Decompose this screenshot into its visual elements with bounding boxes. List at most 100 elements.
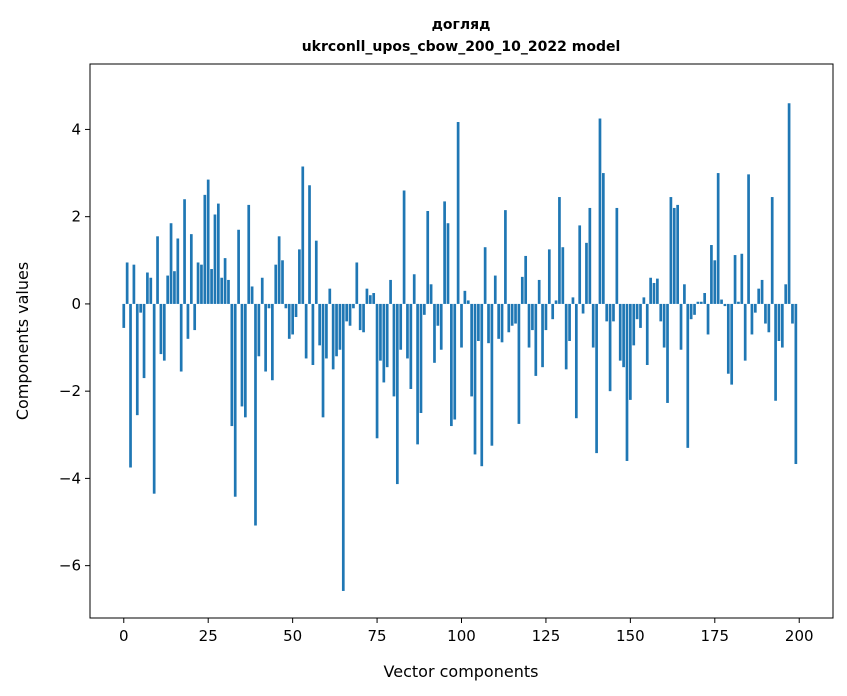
bar bbox=[740, 253, 744, 304]
plot-frame bbox=[89, 63, 834, 619]
bar bbox=[696, 301, 700, 304]
bar bbox=[480, 303, 484, 467]
bar bbox=[314, 240, 318, 304]
bar bbox=[730, 303, 734, 385]
bar bbox=[500, 303, 504, 343]
bar bbox=[601, 173, 605, 304]
bar bbox=[470, 303, 473, 397]
bar bbox=[544, 303, 548, 331]
y-tick-label: 4 bbox=[71, 120, 81, 138]
bar bbox=[341, 303, 345, 591]
bar bbox=[271, 303, 274, 381]
x-axis-ticks: 0 25 50 75 100 125 150 175 200 bbox=[119, 618, 814, 645]
bar bbox=[524, 255, 528, 304]
bar bbox=[362, 303, 365, 333]
bar bbox=[321, 303, 325, 418]
bar bbox=[162, 303, 166, 361]
bar bbox=[726, 303, 730, 374]
bar bbox=[537, 279, 541, 304]
bar bbox=[699, 301, 703, 304]
x-tick-label: 125 bbox=[532, 627, 561, 645]
bar bbox=[504, 210, 507, 304]
bar bbox=[683, 284, 686, 304]
bar bbox=[129, 303, 132, 468]
bar bbox=[392, 303, 396, 397]
bar bbox=[257, 303, 261, 357]
bar bbox=[514, 303, 517, 324]
bar bbox=[166, 275, 170, 304]
bar bbox=[277, 236, 281, 304]
bar bbox=[382, 303, 386, 383]
bar bbox=[615, 207, 619, 304]
bar bbox=[710, 245, 713, 304]
bar bbox=[669, 197, 673, 304]
bar bbox=[294, 303, 298, 318]
bar bbox=[146, 272, 149, 304]
x-tick-label: 200 bbox=[785, 627, 814, 645]
bar bbox=[625, 303, 629, 461]
bar bbox=[656, 278, 659, 304]
bar bbox=[274, 264, 278, 304]
bar bbox=[561, 247, 565, 304]
bar bbox=[125, 262, 129, 304]
bar bbox=[581, 303, 585, 314]
bar bbox=[149, 277, 153, 304]
bar bbox=[230, 303, 234, 427]
bar bbox=[318, 303, 321, 346]
bar bbox=[372, 293, 376, 304]
x-axis-title: Vector components bbox=[384, 662, 539, 681]
bar bbox=[260, 277, 264, 304]
bar bbox=[629, 303, 632, 400]
bar bbox=[186, 303, 190, 339]
bar bbox=[409, 303, 413, 389]
bar bbox=[227, 279, 230, 304]
bar bbox=[254, 303, 257, 526]
bar bbox=[399, 303, 403, 350]
bar bbox=[618, 303, 622, 361]
bar bbox=[358, 303, 362, 331]
y-tick-label: 0 bbox=[71, 295, 81, 313]
bar bbox=[720, 299, 723, 304]
bar bbox=[368, 295, 372, 304]
bar bbox=[240, 303, 244, 407]
bar bbox=[558, 197, 561, 304]
bar bbox=[244, 303, 247, 418]
bar bbox=[784, 284, 788, 304]
bar bbox=[331, 303, 335, 370]
bar bbox=[477, 303, 480, 341]
bar bbox=[787, 103, 791, 304]
bar bbox=[686, 303, 690, 448]
bar bbox=[723, 303, 727, 307]
bar bbox=[591, 303, 595, 348]
bar bbox=[433, 303, 436, 363]
bar bbox=[142, 303, 146, 379]
bar bbox=[122, 303, 126, 328]
bar bbox=[612, 303, 615, 322]
bar bbox=[737, 301, 740, 304]
bar bbox=[585, 242, 588, 304]
bar bbox=[635, 303, 639, 320]
bar bbox=[652, 282, 656, 304]
bar bbox=[777, 303, 781, 341]
bar bbox=[446, 223, 450, 304]
y-tick-label: −4 bbox=[59, 469, 81, 487]
bar bbox=[770, 197, 774, 304]
bar bbox=[348, 303, 352, 326]
bar bbox=[233, 303, 237, 497]
bar bbox=[308, 185, 311, 304]
bar bbox=[791, 303, 794, 324]
bar bbox=[767, 303, 771, 333]
bar bbox=[598, 118, 602, 304]
bar bbox=[328, 288, 332, 304]
bar bbox=[200, 264, 203, 304]
bar bbox=[743, 303, 747, 361]
bar bbox=[450, 303, 453, 427]
bar bbox=[703, 293, 707, 304]
bar bbox=[156, 236, 159, 304]
x-tick-label: 100 bbox=[447, 627, 476, 645]
bar bbox=[639, 303, 642, 328]
bar bbox=[395, 303, 399, 485]
bar bbox=[645, 303, 649, 365]
bar bbox=[247, 204, 251, 304]
